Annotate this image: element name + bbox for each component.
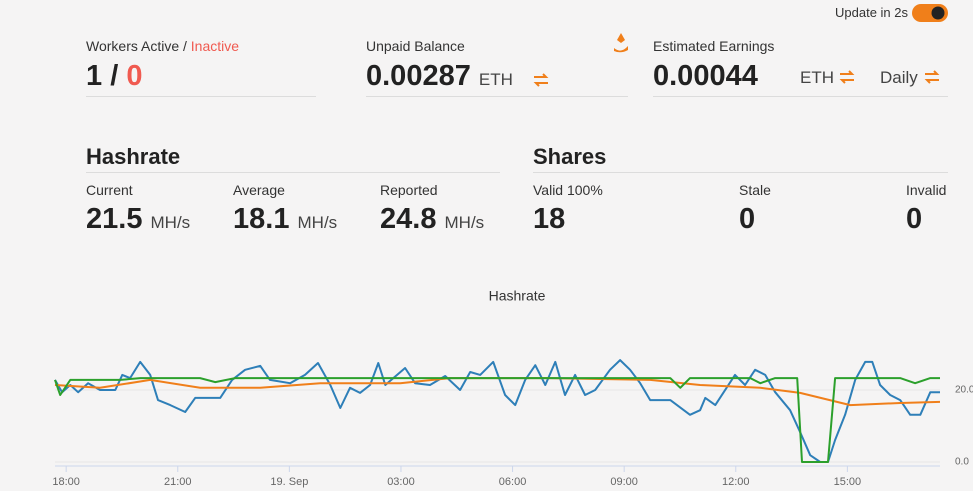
x-tick-label: 09:00 <box>610 476 638 488</box>
active-count: 1 <box>86 60 103 92</box>
unpaid-label: Unpaid Balance <box>366 38 465 54</box>
swap-icon[interactable] <box>533 73 549 87</box>
stat-value: 0 <box>739 203 756 235</box>
toggle-switch[interactable] <box>911 3 949 23</box>
value: 18.1 <box>233 203 290 235</box>
workers-value: 1 / 0 <box>86 60 142 93</box>
unit: MH/s <box>297 213 338 232</box>
y-tick-label: 0.0 <box>955 457 969 468</box>
hashrate-chart: Hashrate 20.0 0.0 18:00 21:00 19. Sep 03:00 06… <box>52 288 973 488</box>
eth-icon <box>614 33 628 53</box>
stat-value: 18 <box>533 203 566 235</box>
chart-title: Hashrate <box>489 288 546 304</box>
x-tick-label: 19. Sep <box>270 476 308 488</box>
estimated-unit[interactable]: ETH <box>800 68 834 87</box>
swap-icon[interactable] <box>924 70 940 84</box>
estimated-label: Estimated Earnings <box>653 38 775 54</box>
stat-value: 18.1 MH/s <box>233 203 337 236</box>
value: 21.5 <box>86 203 143 235</box>
stat-label: Valid 100% <box>533 182 603 198</box>
label-active: Workers Active <box>86 38 180 54</box>
estimated-value: 0.00044 <box>653 60 758 92</box>
shares-title: Shares <box>533 144 607 169</box>
series-line <box>54 377 941 407</box>
separator: / <box>183 38 187 54</box>
y-tick-label: 20.0 <box>955 385 973 396</box>
unit: ETH <box>478 70 513 89</box>
series-line <box>54 359 940 463</box>
stat-label: Stale <box>739 182 771 198</box>
stat-label: Current <box>86 182 133 198</box>
stat-value: 24.8 MH/s <box>380 203 484 236</box>
x-tick-label: 21:00 <box>164 476 192 488</box>
label-inactive: Inactive <box>190 38 240 54</box>
stat-label: Reported <box>380 182 438 198</box>
hashrate-title: Hashrate <box>86 144 181 169</box>
swap-icon[interactable] <box>839 70 855 84</box>
series-line <box>54 377 940 463</box>
value: 24.8 <box>380 203 437 235</box>
unit: MH/s <box>444 213 485 232</box>
stat-value: 21.5 MH/s <box>86 203 190 236</box>
toggle-label: Update in 2s <box>835 5 908 20</box>
x-tick-label: 03:00 <box>387 476 415 488</box>
estimated-period[interactable]: Daily <box>880 68 918 87</box>
inactive-count: 0 <box>126 60 143 92</box>
stat-label: Average <box>233 182 285 198</box>
workers-label: Workers Active / Inactive <box>86 38 239 54</box>
separator: / <box>110 60 119 92</box>
x-tick-label: 12:00 <box>722 476 750 488</box>
x-tick-label: 06:00 <box>499 476 527 488</box>
unpaid-value: 0.00287 ETH <box>366 60 513 93</box>
x-tick-label: 18:00 <box>52 476 80 488</box>
stat-label: Invalid <box>906 182 947 198</box>
stat-value: 0 <box>906 203 923 235</box>
unit: MH/s <box>150 213 191 232</box>
x-tick-label: 15:00 <box>834 476 862 488</box>
value: 0.00287 <box>366 60 471 92</box>
